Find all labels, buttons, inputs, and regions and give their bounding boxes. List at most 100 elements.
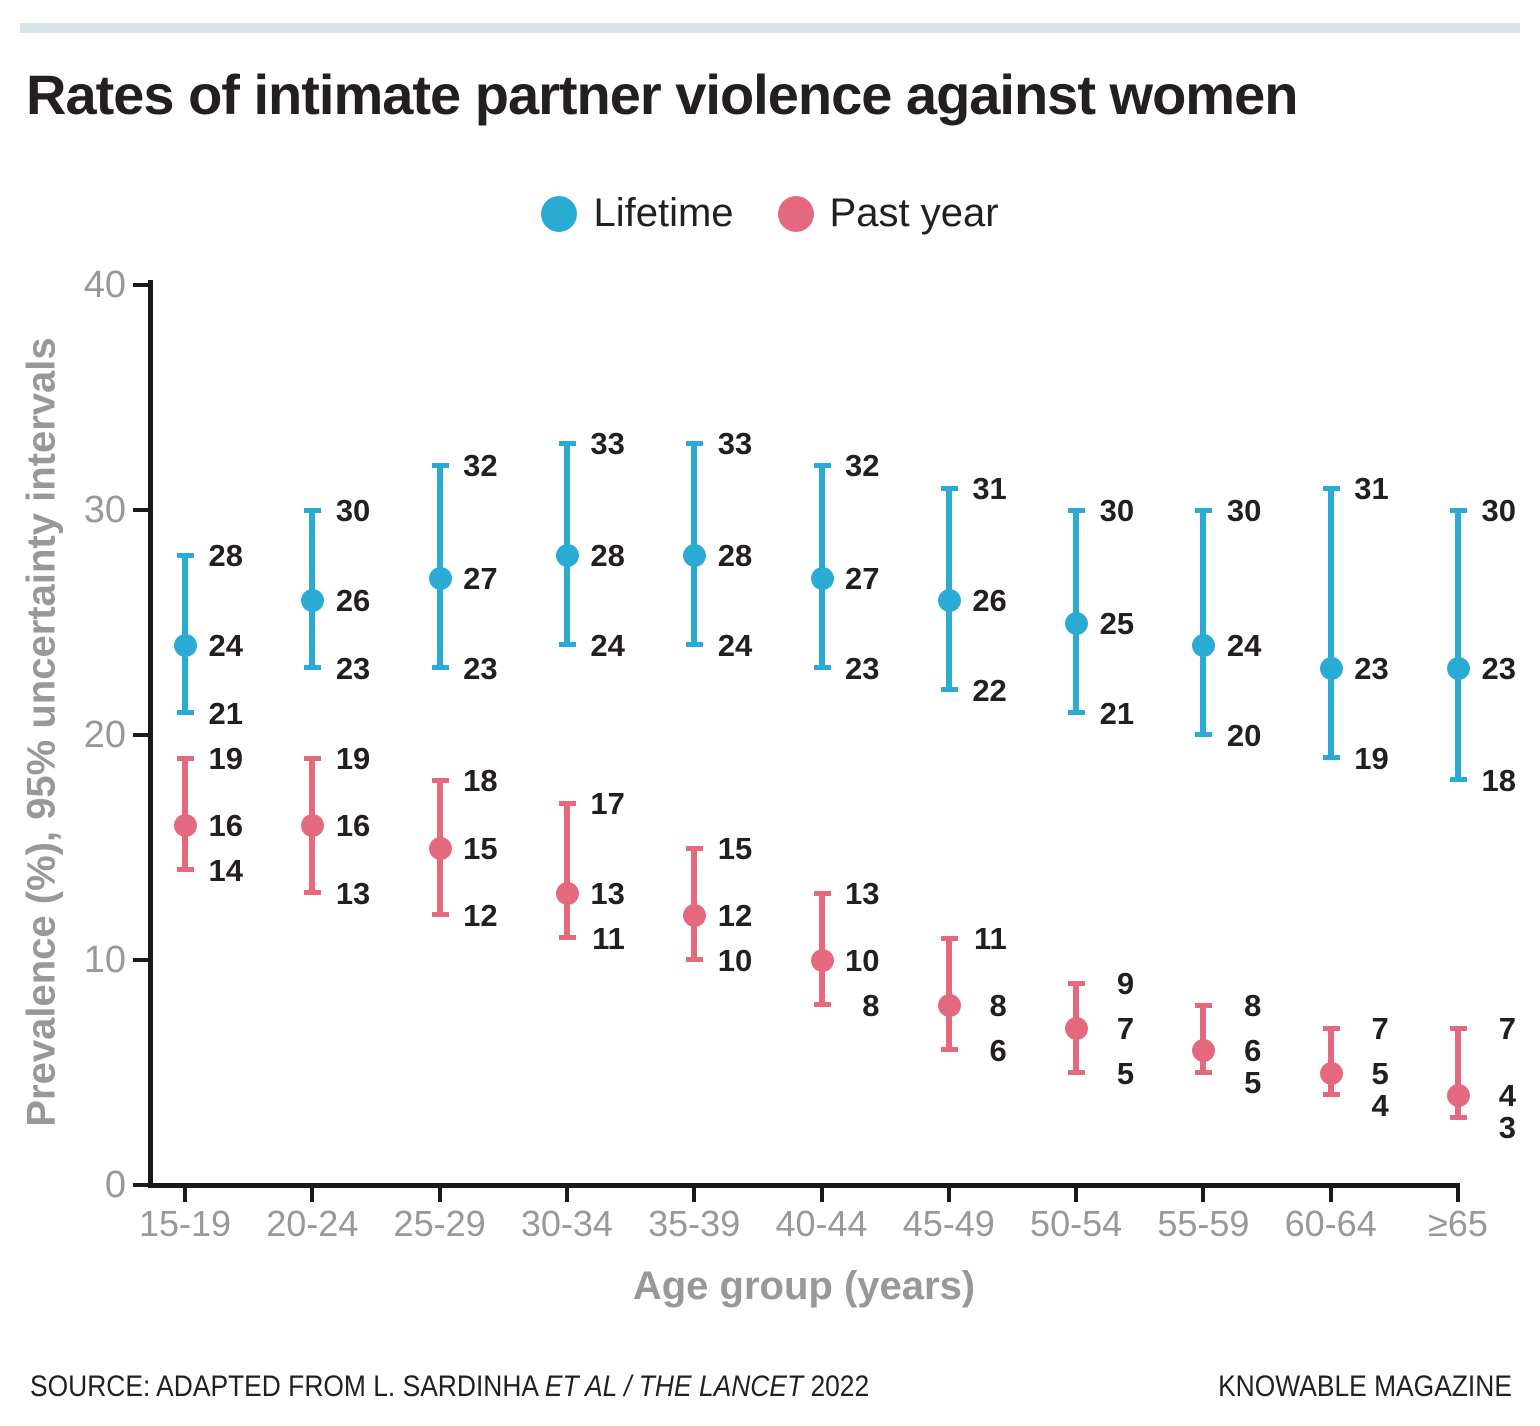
y-tick-label: 40	[83, 264, 126, 306]
y-tick	[133, 283, 148, 287]
error-cap-top	[1450, 508, 1467, 513]
source-prefix: SOURCE: ADAPTED FROM L. SARDINHA	[30, 1370, 545, 1403]
x-axis-title: Age group (years)	[632, 1264, 976, 1308]
error-bar	[182, 757, 188, 870]
y-tick	[133, 958, 148, 962]
x-tick-label: 30-34	[520, 1203, 613, 1244]
error-cap-top	[177, 755, 194, 761]
legend: Lifetime Past year	[0, 191, 1540, 236]
value-label: 4	[1498, 1078, 1516, 1113]
error-cap-bottom	[431, 912, 449, 917]
value-label-lower: 4	[1371, 1087, 1389, 1123]
data-point	[428, 566, 452, 590]
value-label-lower: 3	[1498, 1110, 1516, 1145]
error-bar	[563, 442, 570, 645]
error-cap-top	[940, 485, 958, 491]
data-point	[301, 589, 325, 612]
value-label-upper: 30	[1481, 493, 1516, 528]
error-cap-top	[686, 845, 704, 851]
y-axis-line	[148, 280, 153, 1187]
value-label: 24	[1226, 628, 1262, 663]
error-cap-bottom	[431, 664, 449, 670]
y-tick	[133, 508, 148, 512]
data-point	[810, 566, 834, 590]
value-label-lower: 5	[1116, 1055, 1135, 1091]
error-cap-top	[1195, 1003, 1213, 1008]
data-point	[683, 904, 707, 927]
error-cap-top	[940, 935, 958, 941]
error-cap-bottom	[1068, 1069, 1086, 1075]
error-cap-bottom	[1450, 777, 1467, 782]
error-cap-top	[304, 508, 322, 513]
y-tick-label: 30	[83, 489, 126, 531]
error-cap-bottom	[558, 934, 576, 940]
x-tick-label: 40-44	[775, 1203, 868, 1244]
x-tick	[1328, 1187, 1333, 1202]
value-label: 28	[717, 538, 753, 573]
value-label: 16	[208, 808, 243, 843]
value-label-lower: 24	[717, 628, 753, 663]
error-bar	[691, 847, 698, 960]
page-title: Rates of intimate partner violence again…	[26, 63, 1298, 126]
data-point	[1192, 634, 1216, 657]
error-cap-bottom	[304, 889, 322, 895]
x-tick	[1456, 1187, 1460, 1202]
error-cap-bottom	[940, 1047, 958, 1052]
top-accent-bar	[20, 23, 1520, 33]
value-label-upper: 30	[335, 493, 371, 528]
source-credit: SOURCE: ADAPTED FROM L. SARDINHA ET AL /…	[30, 1370, 869, 1404]
error-cap-bottom	[813, 664, 831, 670]
data-point	[301, 814, 325, 837]
value-label-lower: 23	[335, 650, 371, 686]
value-label-lower: 20	[1226, 718, 1262, 753]
error-cap-bottom	[1322, 754, 1340, 760]
data-point	[1447, 1084, 1470, 1107]
data-point	[1319, 1061, 1343, 1085]
error-cap-bottom	[558, 642, 576, 647]
value-label-upper: 31	[1354, 470, 1389, 506]
x-tick-label: 15-19	[138, 1203, 232, 1244]
value-label: 23	[1354, 650, 1389, 686]
error-cap-bottom	[1068, 709, 1086, 715]
value-label-lower: 18	[1481, 763, 1516, 798]
source-suffix: 2022	[803, 1370, 870, 1403]
value-label-upper: 13	[845, 875, 880, 911]
error-bar	[1200, 510, 1207, 735]
x-tick	[1201, 1187, 1206, 1202]
x-tick	[437, 1187, 442, 1202]
x-tick-label: 50-54	[1030, 1203, 1123, 1244]
value-label-lower: 21	[208, 695, 243, 731]
value-label: 8	[989, 988, 1007, 1023]
error-bar	[691, 442, 698, 645]
error-cap-top	[1068, 508, 1086, 513]
error-cap-top	[1068, 980, 1086, 986]
value-label-upper: 8	[1244, 988, 1262, 1023]
value-label-upper: 18	[463, 763, 498, 798]
error-cap-top	[304, 755, 322, 761]
value-label-upper: 33	[717, 425, 753, 461]
value-label-upper: 30	[1099, 493, 1135, 528]
data-point	[428, 836, 452, 860]
x-tick	[564, 1187, 569, 1202]
error-cap-bottom	[686, 957, 704, 962]
value-label-lower: 8	[862, 988, 880, 1023]
x-tick	[1074, 1187, 1079, 1202]
y-tick-label: 10	[83, 939, 126, 981]
y-axis-title: Prevalence (%), 95% uncertainty interval…	[19, 337, 64, 1127]
data-point	[810, 949, 834, 972]
past-year-dot-icon	[777, 195, 814, 232]
value-label: 25	[1099, 605, 1135, 641]
value-label-upper: 11	[974, 920, 1007, 956]
error-cap-bottom	[1322, 1092, 1340, 1097]
data-point	[1192, 1039, 1216, 1062]
y-tick	[133, 1183, 148, 1187]
magazine-credit: KNOWABLE MAGAZINE	[1218, 1370, 1512, 1403]
data-point	[1065, 611, 1089, 635]
error-cap-top	[558, 800, 576, 806]
x-tick-label: 45-49	[902, 1203, 995, 1244]
value-label: 24	[208, 628, 243, 663]
value-label-upper: 30	[1226, 493, 1262, 528]
value-label-lower: 14	[208, 853, 243, 888]
error-bar	[1327, 1027, 1334, 1095]
x-tick	[946, 1187, 951, 1202]
